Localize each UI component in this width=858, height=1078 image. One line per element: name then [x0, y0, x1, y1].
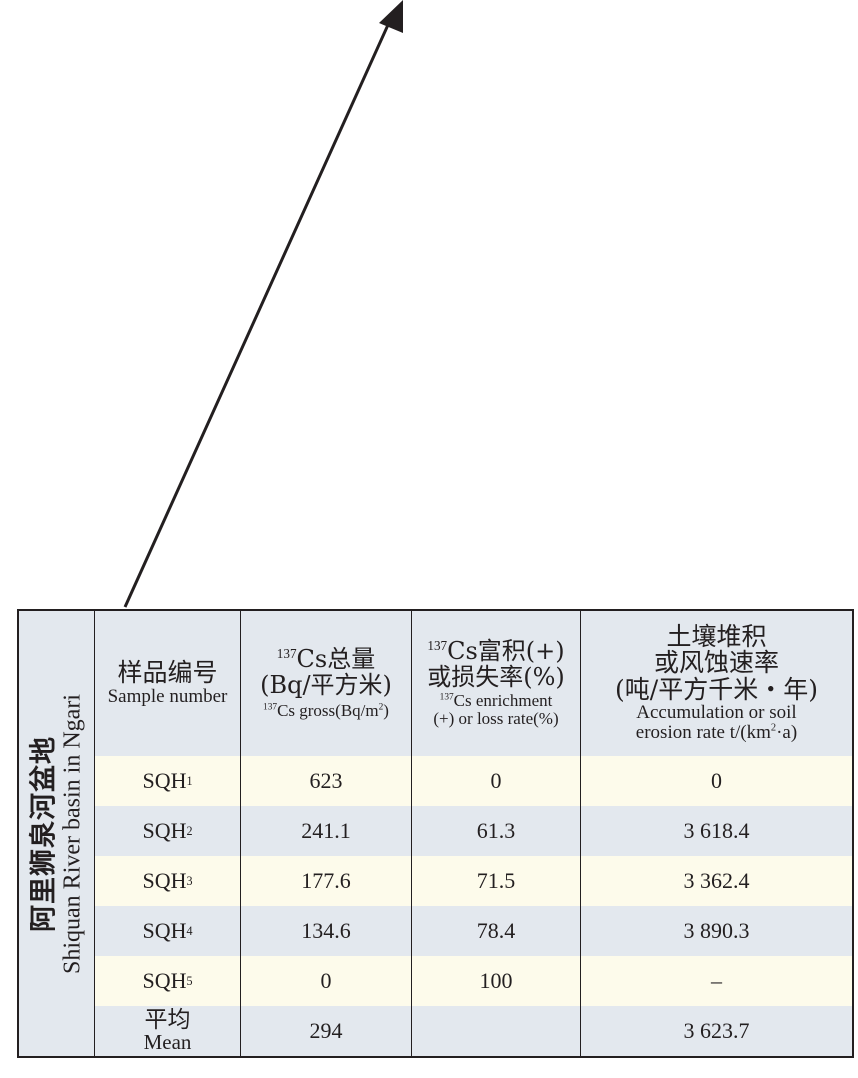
- row-rate: 100: [412, 956, 580, 1006]
- row-gross: 134.6: [241, 906, 411, 956]
- row-accum: –: [581, 956, 852, 1006]
- header-sample-zh: 样品编号: [117, 658, 218, 688]
- mean-rate: [412, 1006, 580, 1056]
- column-divider: [411, 611, 412, 1056]
- column-divider: [240, 611, 241, 1056]
- header-sample-en: Sample number: [107, 685, 228, 707]
- header-accum-zh-2: 或风蚀速率: [653, 648, 779, 678]
- header-rate-zh-sub: 或损失率(%): [427, 663, 565, 692]
- row-accum: 0: [581, 756, 852, 806]
- row-sample-id: SQH 2: [95, 806, 240, 856]
- header-sample-number: 样品编号 Sample number: [95, 611, 240, 756]
- region-name-en: Shiquan River basin in Ngari: [58, 693, 85, 974]
- cs137-data-table: 阿里狮泉河盆地 Shiquan River basin in Ngari 样品编…: [17, 609, 854, 1058]
- header-accum-en-2: erosion rate t/(km2·a): [635, 721, 798, 743]
- row-accum: 3 618.4: [581, 806, 852, 856]
- row-rate: 78.4: [412, 906, 580, 956]
- region-name-zh: 阿里狮泉河盆地: [27, 735, 59, 932]
- header-accumulation-rate: 土壤堆积 或风蚀速率 (吨/平方千米・年) Accumulation or so…: [581, 611, 852, 756]
- mean-label-en: Mean: [143, 1030, 192, 1054]
- header-cs-gross: 137Cs总量 (Bq/平方米) 137Cs gross(Bq/m2): [241, 611, 411, 756]
- row-accum: 3 362.4: [581, 856, 852, 906]
- mean-accum: 3 623.7: [581, 1006, 852, 1056]
- header-accum-zh-1: 土壤堆积: [666, 622, 767, 652]
- header-rate-en-b: (+) or loss rate(%): [433, 709, 559, 729]
- header-accum-zh-3: (吨/平方千米・年): [615, 674, 818, 704]
- header-rate-zh-title: 137Cs富积(+): [427, 636, 565, 665]
- header-enrichment-rate: 137Cs富积(+) 或损失率(%) 137Cs enrichment (+) …: [412, 611, 580, 756]
- header-accum-en-1: Accumulation or soil: [636, 701, 797, 723]
- row-accum: 3 890.3: [581, 906, 852, 956]
- row-rate: 0: [412, 756, 580, 806]
- row-gross: 241.1: [241, 806, 411, 856]
- region-label-cell: 阿里狮泉河盆地 Shiquan River basin in Ngari: [19, 611, 94, 1056]
- header-gross-en: 137Cs gross(Bq/m2): [263, 701, 389, 721]
- row-gross: 0: [241, 956, 411, 1006]
- row-sample-id: SQH 3: [95, 856, 240, 906]
- row-sample-id: SQH 1: [95, 756, 240, 806]
- row-sample-id: SQH 5: [95, 956, 240, 1006]
- mean-label: 平均 Mean: [95, 1006, 240, 1056]
- row-sample-id: SQH 4: [95, 906, 240, 956]
- row-rate: 61.3: [412, 806, 580, 856]
- row-rate: 71.5: [412, 856, 580, 906]
- mean-label-zh: 平均: [144, 1007, 191, 1033]
- column-divider: [94, 611, 95, 1056]
- row-gross: 623: [241, 756, 411, 806]
- header-gross-zh-unit: (Bq/平方米): [260, 671, 392, 700]
- mean-gross: 294: [241, 1006, 411, 1056]
- column-divider: [580, 611, 581, 1056]
- header-rate-en-a: 137Cs enrichment: [439, 691, 553, 711]
- location-arrow: [123, 0, 403, 608]
- header-gross-zh-title: 137Cs总量: [276, 644, 376, 673]
- row-gross: 177.6: [241, 856, 411, 906]
